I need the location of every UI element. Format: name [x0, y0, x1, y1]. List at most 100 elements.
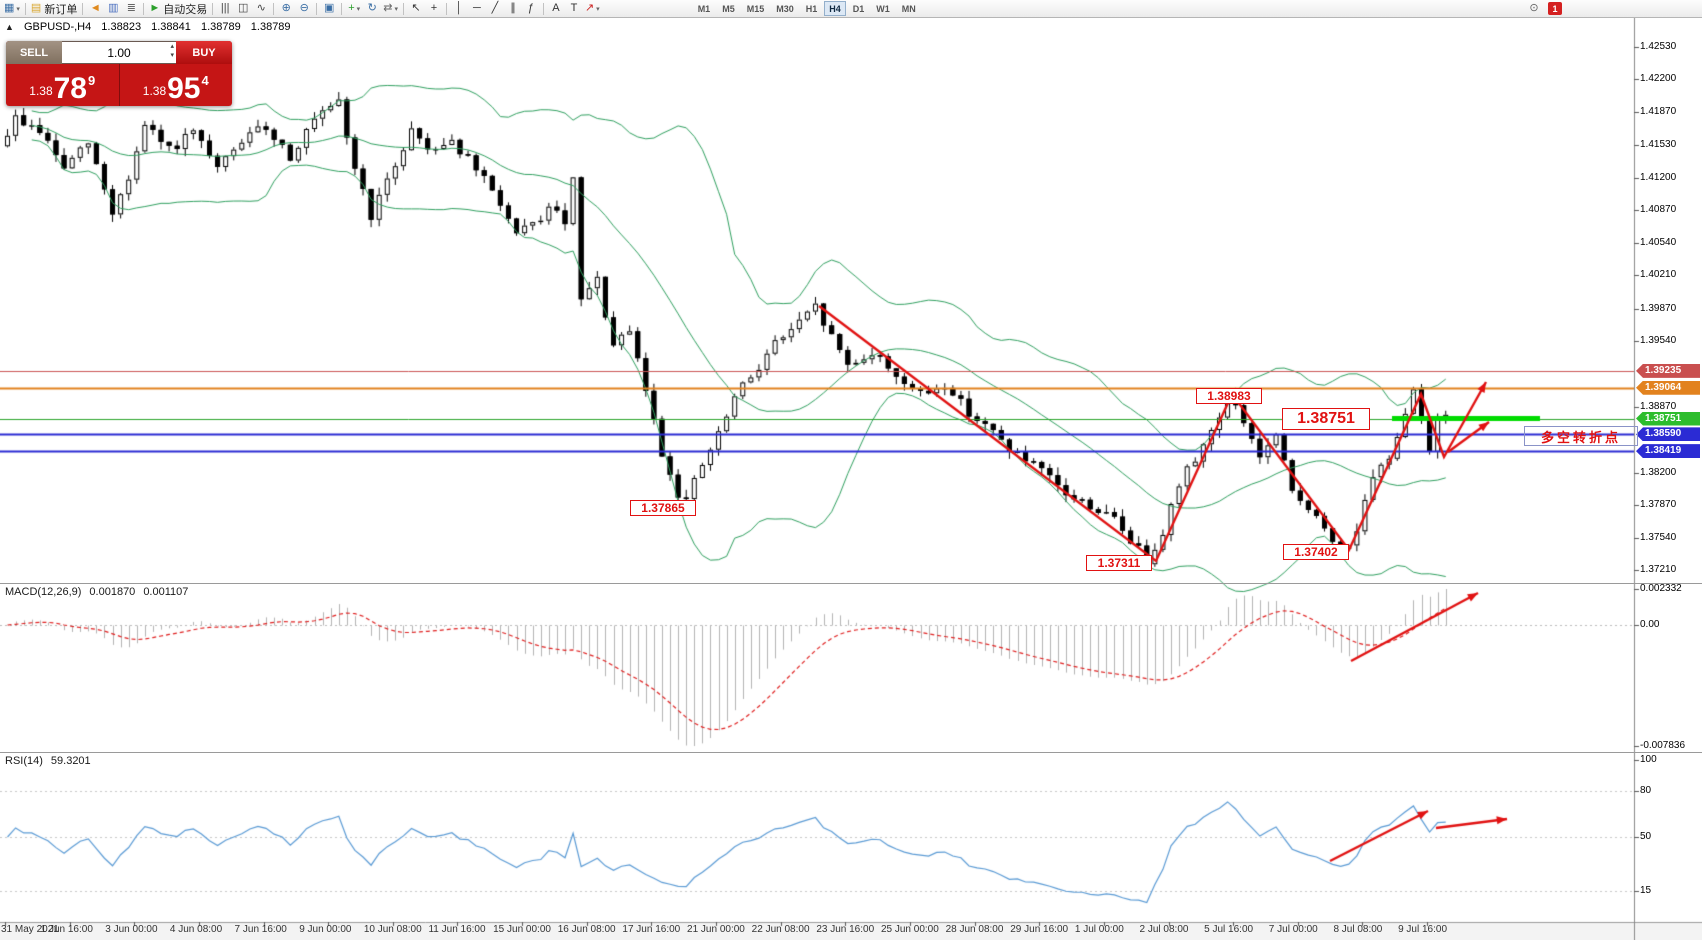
time-axis-label: 7 Jun 16:00: [234, 924, 287, 935]
arrow-tool-button[interactable]: ↗ ▾: [583, 1, 602, 17]
price-label-1-37311[interactable]: 1.37311: [1086, 555, 1152, 571]
candlestick-chart-button[interactable]: ◫: [234, 1, 252, 17]
cursor-button[interactable]: ↖: [407, 1, 425, 17]
macd-axis-label: 0.002332: [1640, 583, 1682, 594]
line-chart-button[interactable]: ∿: [252, 1, 270, 17]
price-axis-label: 1.42200: [1640, 73, 1677, 85]
time-axis-label: 28 Jun 08:00: [945, 924, 1004, 935]
timeframe-h1-button[interactable]: H1: [801, 1, 823, 16]
time-axis-label: 11 Jun 16:00: [428, 924, 486, 935]
text-button[interactable]: A: [547, 1, 565, 17]
volume-field[interactable]: 1.00 ▴ ▾: [62, 41, 176, 64]
toolbar-divider: [24, 2, 26, 15]
bar-close-value: 1.38789: [250, 21, 291, 33]
auto-scroll-button[interactable]: ↻: [363, 1, 381, 17]
market-watch-button[interactable]: ≣: [122, 1, 140, 17]
price-axis-label: 1.40210: [1640, 269, 1677, 281]
time-axis-label: 22 Jun 08:00: [751, 924, 810, 935]
zoom-in-button[interactable]: ⊕: [277, 1, 295, 17]
tile-windows-button[interactable]: ▣: [320, 1, 338, 17]
buy-price-big: 95: [167, 72, 201, 106]
rsi-axis-label: 15: [1640, 884, 1652, 896]
timeframe-m5-button[interactable]: M5: [717, 1, 740, 16]
chart-window-button[interactable]: ▥: [104, 1, 122, 17]
notifications-button[interactable]: 1: [1548, 2, 1562, 15]
trendline-button[interactable]: ╱: [486, 1, 504, 17]
sell-price-big: 78: [53, 72, 87, 106]
rsi-indicator-label: RSI(14) 59.3201: [5, 755, 91, 767]
list-icon: ≣: [126, 2, 136, 14]
price-label-1-38983[interactable]: 1.38983: [1196, 388, 1262, 404]
panel-separator-macd[interactable]: [0, 583, 1702, 587]
cursor-arrow-icon: ↖: [411, 2, 421, 14]
bar-chart-button[interactable]: |||: [216, 1, 234, 17]
text-label-button[interactable]: T: [565, 1, 583, 17]
timeframe-w1-button[interactable]: W1: [871, 1, 895, 16]
new-order-button[interactable]: ▤ 新订单: [29, 1, 79, 17]
search-button[interactable]: ⊙: [1525, 1, 1543, 17]
bars-icon: |||: [220, 2, 230, 14]
buy-price-display[interactable]: 1.38 95 4: [118, 64, 233, 106]
time-axis-label: 4 Jun 08:00: [169, 924, 223, 935]
refresh-icon: ↻: [367, 2, 377, 14]
crosshair-button[interactable]: +: [425, 1, 443, 17]
zoom-out-icon: ⊖: [299, 2, 309, 14]
timeframe-m30-button[interactable]: M30: [771, 1, 799, 16]
price-label-1-37865[interactable]: 1.37865: [630, 500, 696, 516]
buy-button[interactable]: BUY: [176, 41, 232, 64]
fibonacci-button[interactable]: ƒ: [522, 1, 540, 17]
new-chart-button[interactable]: ▦ ▾: [2, 1, 22, 17]
dropdown-arrow-icon: ▾: [356, 5, 361, 13]
price-axis-tag: 1.38751: [1636, 411, 1700, 426]
rsi-value: 59.3201: [50, 755, 91, 767]
horizontal-line-icon: ─: [473, 2, 481, 14]
time-axis-label: 1 Jun 16:00: [40, 924, 93, 935]
price-chart-canvas[interactable]: [0, 18, 1702, 940]
volume-spinner: ▴ ▾: [170, 43, 174, 61]
price-axis-label: 1.40540: [1640, 236, 1677, 248]
sell-button[interactable]: SELL: [6, 41, 62, 64]
autotrading-button[interactable]: ► 自动交易: [147, 1, 209, 17]
bar-low-value: 1.38789: [200, 21, 241, 33]
indicators-button[interactable]: + ▾: [345, 1, 363, 17]
bull-bear-pivot-note[interactable]: 多空转折点: [1524, 426, 1638, 446]
vertical-line-button[interactable]: │: [450, 1, 468, 17]
timeframe-m15-button[interactable]: M15: [742, 1, 770, 16]
dropdown-arrow-icon: ▾: [596, 5, 600, 13]
market-announcement-button[interactable]: ◄: [86, 1, 104, 17]
timeframe-d1-button[interactable]: D1: [848, 1, 870, 16]
price-axis-tag: 1.39235: [1636, 363, 1700, 378]
toolbar-divider: [82, 2, 84, 15]
price-axis-label: 1.42530: [1640, 41, 1677, 52]
price-axis-label: 1.37210: [1640, 564, 1677, 575]
timeframe-h4-button[interactable]: H4: [824, 1, 846, 16]
toolbar-divider: [341, 2, 343, 15]
rsi-axis-label: 80: [1640, 784, 1652, 796]
autotrading-button-label: 自动交易: [163, 3, 208, 16]
one-click-trading-panel: SELL 1.00 ▴ ▾ BUY 1.38 78 9 1.38: [6, 41, 232, 106]
chart-shift-button[interactable]: ⇄ ▾: [381, 1, 400, 17]
toolbar-divider: [316, 2, 318, 15]
price-axis-label: 1.38870: [1640, 400, 1677, 412]
channel-button[interactable]: ∥: [504, 1, 522, 17]
sell-price-display[interactable]: 1.38 78 9: [6, 64, 119, 106]
time-axis-label: 7 Jul 00:00: [1268, 924, 1318, 935]
timeframe-m1-button[interactable]: M1: [693, 1, 716, 16]
toolbar-divider: [143, 2, 145, 15]
panel-separator-rsi[interactable]: [0, 752, 1702, 756]
volume-decrease-arrow[interactable]: ▾: [170, 52, 174, 59]
time-axis-label: 16 Jun 08:00: [557, 924, 616, 935]
dropdown-arrow-icon: ▾: [394, 5, 398, 13]
plus-icon: +: [348, 2, 355, 14]
timeframe-mn-button[interactable]: MN: [897, 1, 921, 16]
dropdown-arrow-icon: ▾: [16, 5, 20, 13]
volume-increase-arrow[interactable]: ▴: [170, 43, 174, 50]
horizontal-line-button[interactable]: ─: [468, 1, 486, 17]
zoom-out-button[interactable]: ⊖: [295, 1, 313, 17]
price-label-1-38751[interactable]: 1.38751: [1282, 408, 1370, 430]
price-label-1-37402[interactable]: 1.37402: [1283, 544, 1349, 560]
one-click-toggle-icon[interactable]: ▲: [5, 22, 14, 32]
time-axis-label: 9 Jul 16:00: [1398, 924, 1448, 935]
megaphone-icon: ◄: [89, 2, 101, 14]
